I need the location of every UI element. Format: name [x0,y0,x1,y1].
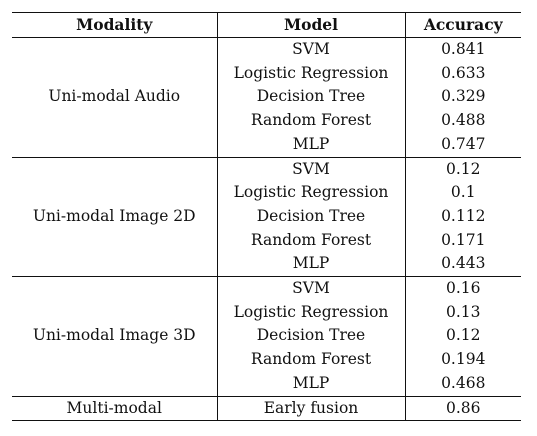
model-cell: Random Forest [216,109,405,133]
group-uni-modal-image-3d: Uni-modal Image 3D SVM 0.16 Logistic Reg… [12,276,521,397]
group-uni-modal-audio: Uni-modal Audio SVM 0.841 Logistic Regre… [12,37,521,158]
table-row: Multi-modal Early fusion 0.86 [12,396,521,421]
table-row: MLP 0.747 [12,132,521,158]
table-row: Uni-modal Image 3D SVM 0.16 [12,276,521,344]
results-table: Modality Model Accuracy Uni-modal Audio … [12,12,521,421]
model-cell: SVM [216,276,405,301]
model-cell: MLP [216,371,405,397]
accuracy-cell: 0.16 [404,276,521,301]
model-cell: Random Forest [216,348,405,372]
header-model: Model [216,12,405,38]
table-row: Decision Tree 0.12 [12,324,521,349]
model-cell: SVM [216,157,405,182]
table-row: Random Forest 0.194 [12,348,521,372]
table-row: Uni-modal Image 2D SVM 0.12 [12,157,521,225]
table-header: Modality Model Accuracy [12,12,521,38]
modality-cell: Uni-modal Image 3D [32,326,196,345]
accuracy-cell: 0.468 [404,371,521,397]
table-row: Logistic Regression 0.1 [12,181,521,205]
results-table-container: Modality Model Accuracy Uni-modal Audio … [12,12,521,421]
accuracy-cell: 0.443 [404,252,521,277]
header-modality: Modality [76,15,153,35]
model-cell: Decision Tree [216,324,405,349]
accuracy-cell: 0.171 [404,228,521,253]
model-cell: SVM [216,37,405,62]
model-cell: Random Forest [216,228,405,253]
accuracy-cell: 0.1 [404,181,521,205]
accuracy-cell: 0.488 [404,109,521,133]
model-cell: Decision Tree [216,85,405,110]
model-cell: MLP [216,132,405,158]
model-cell: Logistic Regression [216,181,405,205]
accuracy-cell: 0.112 [404,204,521,229]
accuracy-cell: 0.86 [404,396,521,421]
table-row: Random Forest 0.488 [12,109,521,133]
accuracy-cell: 0.747 [404,132,521,158]
header-accuracy: Accuracy [404,12,521,38]
table-row: Decision Tree 0.112 [12,204,521,229]
accuracy-cell: 0.841 [404,37,521,62]
modality-cell: Uni-modal Image 2D [32,206,196,225]
model-cell: Logistic Regression [216,300,405,325]
accuracy-cell: 0.12 [404,157,521,182]
model-cell: Early fusion [216,396,405,421]
accuracy-cell: 0.12 [404,324,521,349]
accuracy-cell: 0.194 [404,348,521,372]
table-row: Logistic Regression 0.13 [12,300,521,325]
group-multi-modal: Multi-modal Early fusion 0.86 [12,396,521,421]
group-uni-modal-image-2d: Uni-modal Image 2D SVM 0.12 Logistic Reg… [12,157,521,277]
table-row: Uni-modal Audio SVM 0.841 [12,37,521,105]
accuracy-cell: 0.329 [404,85,521,110]
model-cell: MLP [216,252,405,277]
table-row: Logistic Regression 0.633 [12,61,521,86]
table-row: MLP 0.468 [12,371,521,397]
accuracy-cell: 0.633 [404,61,521,86]
modality-cell: Uni-modal Audio [48,87,181,106]
model-cell: Decision Tree [216,204,405,229]
table-row: Random Forest 0.171 [12,228,521,253]
accuracy-cell: 0.13 [404,300,521,325]
model-cell: Logistic Regression [216,61,405,86]
table-row: MLP 0.443 [12,252,521,277]
header-row: Modality Model Accuracy [12,12,521,38]
modality-cell: Multi-modal [66,398,162,417]
table-row: Decision Tree 0.329 [12,85,521,110]
